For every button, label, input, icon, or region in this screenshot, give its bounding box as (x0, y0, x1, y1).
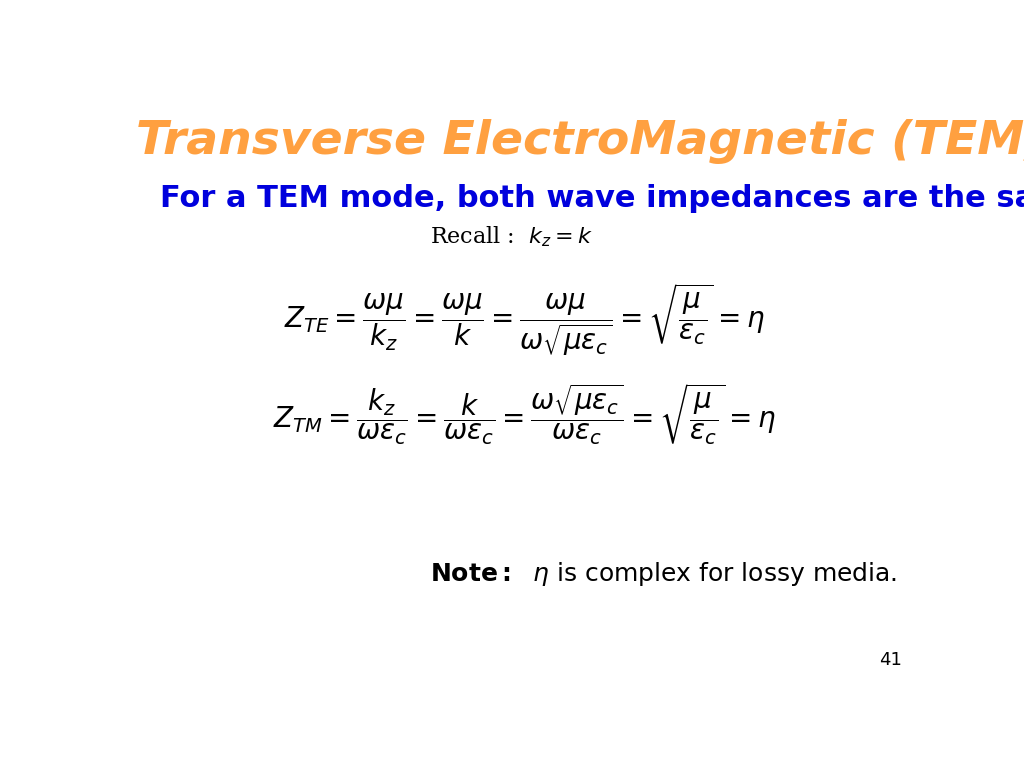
Text: For a TEM mode, both wave impedances are the same:: For a TEM mode, both wave impedances are… (160, 184, 1024, 213)
Text: $Z_{TE} = \dfrac{\omega\mu}{k_z} = \dfrac{\omega\mu}{k} = \dfrac{\omega\mu}{\ome: $Z_{TE} = \dfrac{\omega\mu}{k_z} = \dfra… (285, 282, 765, 358)
Text: $Z_{TM} = \dfrac{k_z}{\omega\varepsilon_c} = \dfrac{k}{\omega\varepsilon_c} = \d: $Z_{TM} = \dfrac{k_z}{\omega\varepsilon_… (273, 382, 776, 447)
Text: Transverse ElectroMagnetic (TEM) Waves (cont.): Transverse ElectroMagnetic (TEM) Waves (… (136, 119, 1024, 164)
Text: Recall :  $k_z = k$: Recall : $k_z = k$ (430, 225, 593, 250)
Text: 41: 41 (879, 650, 902, 669)
Text: $\mathbf{Note:}$  $\eta$ is complex for lossy media.: $\mathbf{Note:}$ $\eta$ is complex for l… (430, 560, 897, 588)
